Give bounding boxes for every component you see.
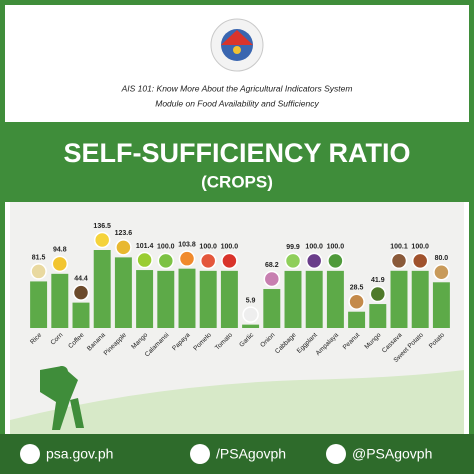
- logo: [210, 18, 264, 72]
- bar: [390, 270, 408, 328]
- crop-icon: [157, 252, 175, 270]
- crop-icon: [72, 284, 90, 301]
- crop-icon: [433, 264, 450, 281]
- bar: [136, 270, 154, 328]
- header-line: Module on Food Availability and Sufficie…: [155, 98, 319, 108]
- crop-icon: [284, 252, 302, 270]
- bar: [284, 270, 302, 328]
- value-label: 80.0: [435, 255, 449, 262]
- crop-icon: [221, 252, 238, 270]
- footer-website: psa.gov.ph: [46, 446, 113, 462]
- value-label: 103.8: [178, 242, 196, 249]
- bar: [93, 250, 111, 328]
- chart-subtitle: (CROPS): [201, 172, 273, 191]
- bar: [114, 257, 132, 328]
- value-label: 81.5: [32, 254, 46, 261]
- crop-icon: [30, 263, 47, 280]
- footer: [0, 434, 474, 474]
- title-band: [0, 122, 474, 202]
- bar: [199, 270, 217, 328]
- facebook-icon: [190, 444, 210, 464]
- value-label: 94.8: [53, 247, 67, 254]
- crop-icon: [115, 239, 132, 256]
- crop-icon: [242, 306, 259, 323]
- value-label: 100.0: [305, 244, 323, 251]
- value-label: 41.9: [371, 277, 385, 284]
- value-label: 28.5: [350, 285, 364, 292]
- web-icon: [20, 444, 40, 464]
- value-label: 100.0: [411, 244, 429, 251]
- farmer-leg: [70, 398, 84, 428]
- crop-icon: [411, 252, 429, 270]
- bar: [432, 282, 450, 328]
- value-label: 101.4: [136, 243, 154, 250]
- bar: [369, 304, 387, 328]
- crop-icon: [327, 252, 344, 270]
- value-label: 100.0: [199, 244, 217, 251]
- value-label: 100.0: [221, 244, 239, 251]
- farmer-body: [40, 366, 78, 430]
- bar: [411, 270, 429, 328]
- value-label: 123.6: [115, 230, 133, 237]
- bar: [242, 324, 260, 328]
- crop-icon: [136, 251, 153, 269]
- value-label: 44.4: [74, 275, 88, 282]
- value-label: 100.0: [327, 244, 345, 251]
- bar: [157, 270, 175, 328]
- value-label: 100.1: [390, 244, 408, 251]
- crop-icon: [369, 285, 387, 303]
- farmer: [40, 366, 84, 430]
- value-label: 5.9: [246, 297, 256, 304]
- crop-icon: [93, 231, 111, 249]
- value-label: 100.0: [157, 244, 175, 251]
- value-label: 136.5: [93, 223, 111, 230]
- crop-icon: [348, 293, 365, 310]
- bar: [30, 281, 48, 328]
- footer-twitter: @PSAgovph: [352, 446, 432, 462]
- logo-flag: [221, 30, 253, 45]
- twitter-icon: [326, 444, 346, 464]
- bar: [348, 311, 366, 328]
- bar: [220, 270, 238, 328]
- bar: [72, 302, 90, 328]
- crop-icon: [305, 252, 323, 270]
- bar: [51, 273, 69, 328]
- crop-icon: [263, 270, 281, 288]
- bar: [305, 270, 323, 328]
- bar: [326, 270, 344, 328]
- header-line: AIS 101: Know More About the Agricultura…: [121, 83, 353, 93]
- value-label: 68.2: [265, 262, 279, 269]
- logo-sun: [233, 46, 241, 54]
- crop-icon: [178, 250, 196, 267]
- crop-icon: [51, 255, 69, 273]
- crop-icon: [390, 252, 408, 270]
- chart-title: SELF-SUFFICIENCY RATIO: [63, 138, 410, 168]
- footer-facebook: /PSAgovph: [216, 446, 286, 462]
- value-label: 99.9: [286, 244, 300, 251]
- crop-icon: [199, 252, 217, 270]
- bar: [263, 289, 281, 328]
- hill: [10, 370, 464, 434]
- bar: [178, 268, 196, 328]
